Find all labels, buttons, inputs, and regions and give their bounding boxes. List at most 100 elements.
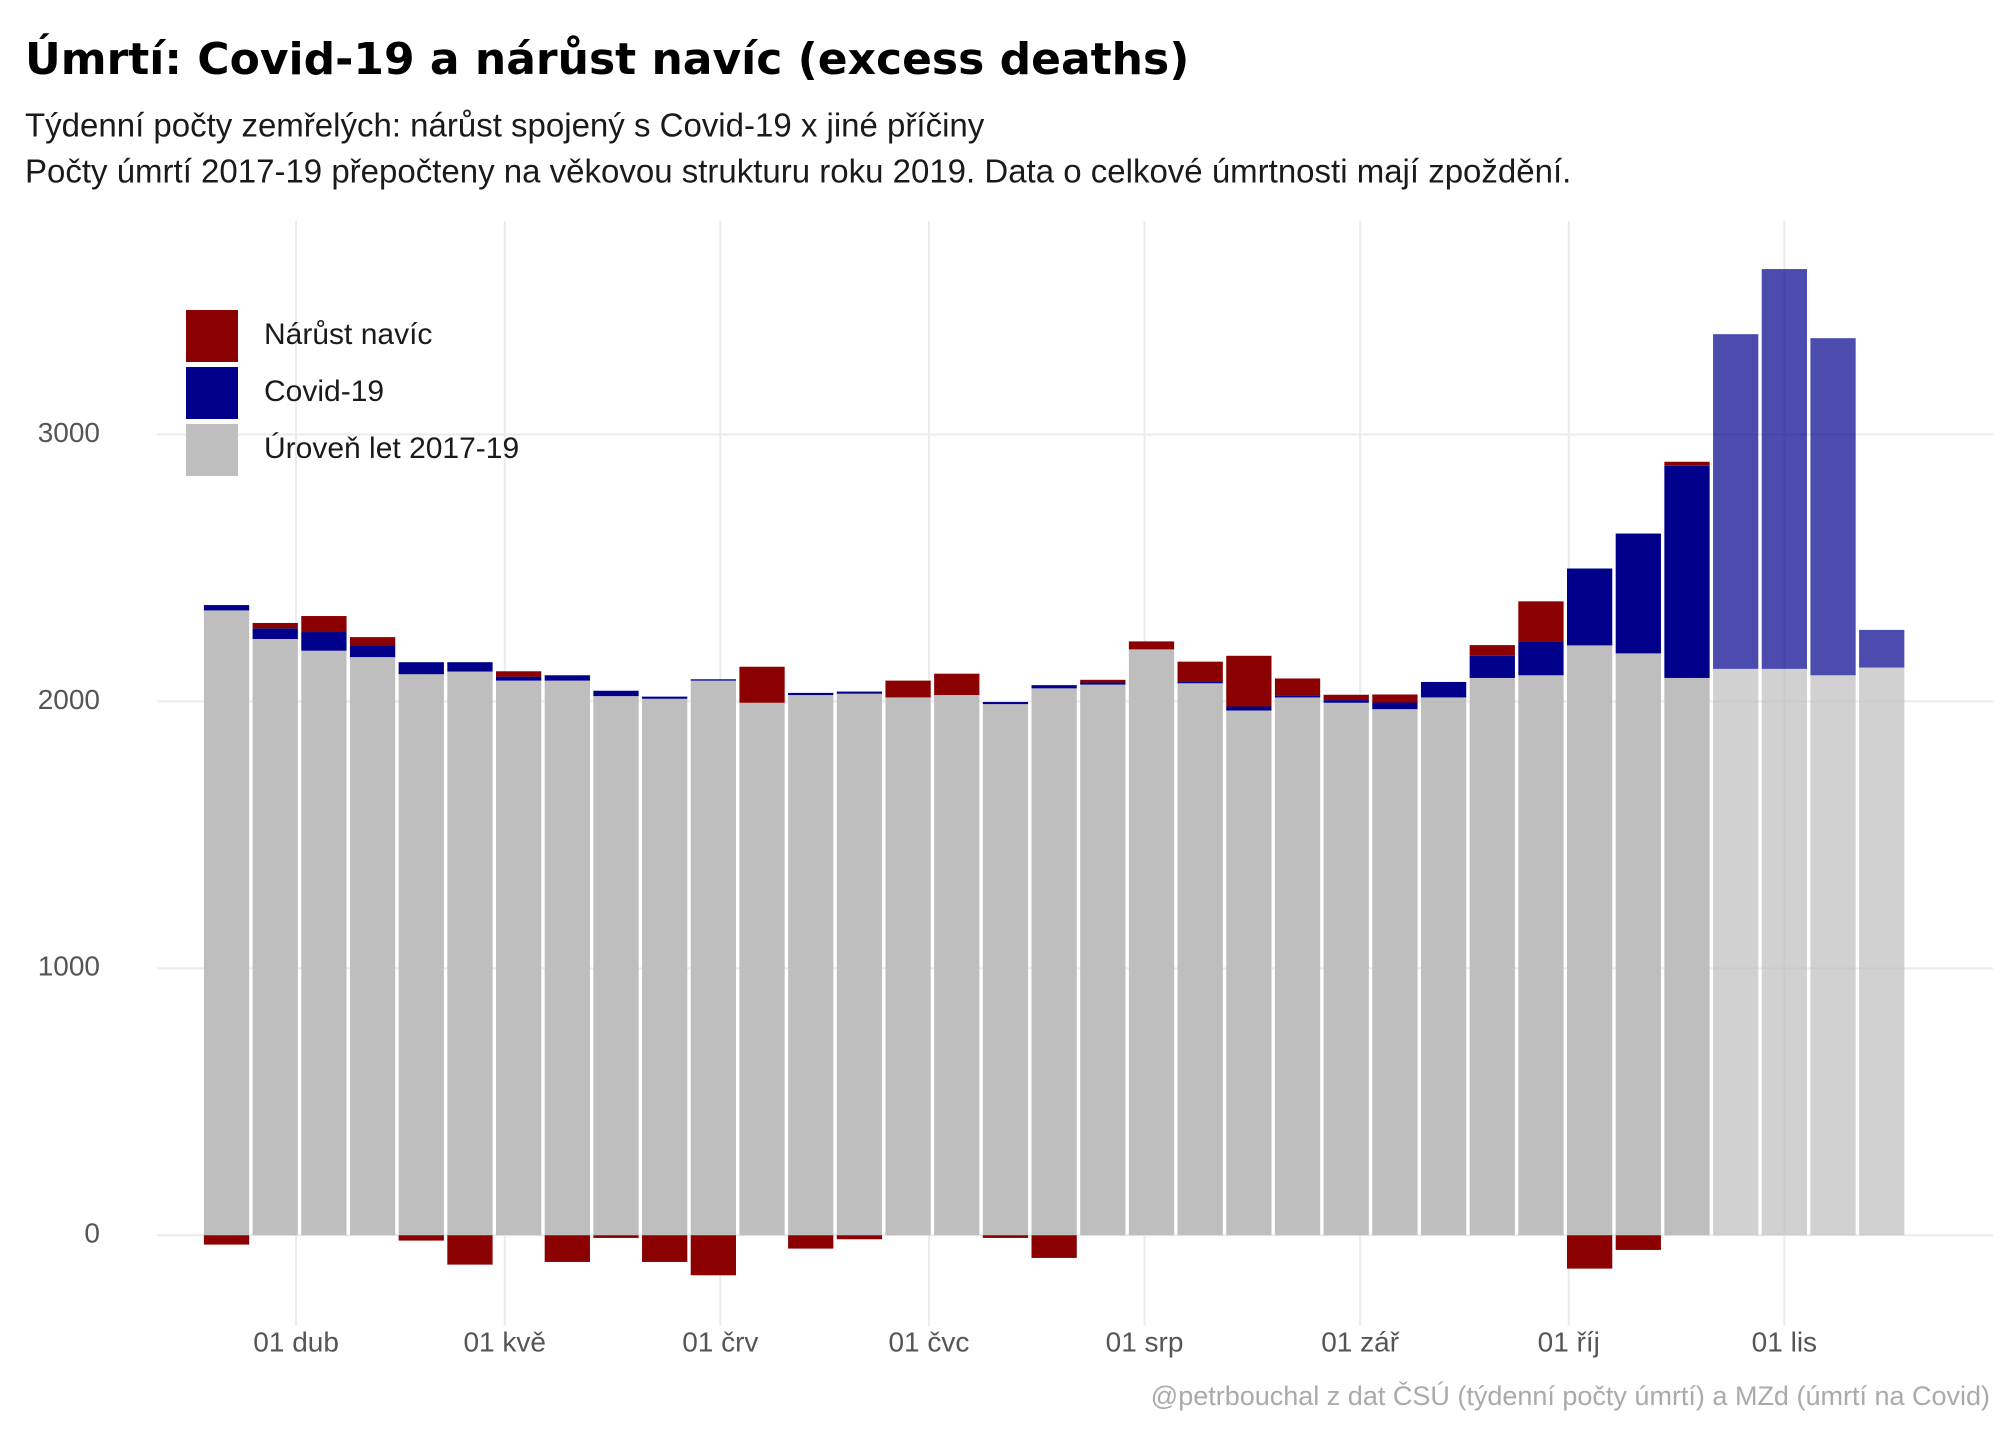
bar-segment xyxy=(1469,677,1515,1236)
bar-segment xyxy=(739,666,785,703)
bar-segment xyxy=(788,1235,834,1249)
bar-segment xyxy=(885,697,931,1236)
bar-segment xyxy=(1323,694,1369,701)
bar-segment xyxy=(1615,653,1661,1236)
bar-segment xyxy=(544,675,590,681)
bar-segment xyxy=(1274,678,1321,696)
bar-segment xyxy=(1761,269,1808,669)
bar-segment xyxy=(1080,679,1126,683)
bar-segment xyxy=(1323,702,1369,1236)
bar-segment xyxy=(1031,685,1077,689)
bar-segment xyxy=(1177,681,1223,684)
bar-segment xyxy=(836,691,883,694)
bar-segment xyxy=(788,692,834,696)
bar-segment xyxy=(690,1235,737,1276)
legend-key xyxy=(186,310,238,362)
x-tick-label: 01 črv xyxy=(682,1326,758,1357)
bar-segment xyxy=(1372,694,1418,703)
bar-segment xyxy=(885,680,931,698)
bar-segment xyxy=(1859,629,1905,668)
y-tick-label: 3000 xyxy=(38,417,100,448)
bar-segment xyxy=(1810,675,1856,1236)
bar-segment xyxy=(739,702,785,1236)
bar-segment xyxy=(1128,641,1175,650)
y-tick-label: 2000 xyxy=(38,684,100,715)
bar-segment xyxy=(301,650,347,1236)
bar-segment xyxy=(593,1235,639,1238)
bar-segment xyxy=(203,605,250,611)
bar-segment xyxy=(398,1235,444,1241)
bar-segment xyxy=(1031,688,1077,1236)
bar-segment xyxy=(1274,695,1321,698)
bar-segment xyxy=(1274,697,1321,1236)
bar-segment xyxy=(1031,1235,1077,1258)
x-tick-label: 01 lis xyxy=(1752,1326,1817,1357)
legend-label: Covid-19 xyxy=(264,375,384,408)
bar-segment xyxy=(1128,649,1175,1236)
bar-segment xyxy=(1615,533,1661,654)
bar-segment xyxy=(1372,702,1418,710)
bar-segment xyxy=(1615,1235,1661,1250)
bar-segment xyxy=(1469,645,1515,656)
bar-segment xyxy=(642,1235,688,1262)
bar-segment xyxy=(1518,601,1564,642)
bar-segment xyxy=(544,1235,590,1262)
bar-segment xyxy=(982,1235,1029,1238)
bar-segment xyxy=(1323,700,1369,703)
bar-segment xyxy=(1810,338,1856,676)
bar-segment xyxy=(544,680,590,1236)
bar-segment xyxy=(1226,710,1272,1236)
bar-segment xyxy=(836,1235,883,1240)
bar-segment xyxy=(1372,709,1418,1236)
bar-segment xyxy=(1226,655,1272,707)
x-tick-label: 01 čvc xyxy=(888,1326,969,1357)
bar-segment xyxy=(1664,465,1710,678)
bar-segment xyxy=(788,695,834,1236)
bar-segment xyxy=(642,698,688,1236)
bar-segment xyxy=(1713,668,1759,1236)
bar-segment xyxy=(1420,681,1467,698)
bar-segment xyxy=(398,662,444,675)
bar-segment xyxy=(1518,675,1564,1236)
bar-segment xyxy=(1080,682,1126,685)
bar-segment xyxy=(447,1235,493,1265)
bar-segment xyxy=(252,628,298,639)
bar-segment xyxy=(1713,334,1759,669)
bar-segment xyxy=(1177,683,1223,1236)
bar-segment xyxy=(1566,645,1613,1236)
bar-segment xyxy=(934,673,980,696)
bar-segment xyxy=(1859,667,1905,1236)
bar-segment xyxy=(495,676,542,681)
bar-segment xyxy=(447,671,493,1236)
bar-segment xyxy=(252,638,298,1236)
bar-segment xyxy=(495,680,542,1236)
bar-segment xyxy=(301,616,347,633)
legend-label: Nárůst navíc xyxy=(264,318,432,351)
bar-segment xyxy=(836,693,883,1236)
bar-segment xyxy=(1566,1235,1613,1269)
bar-segment xyxy=(447,662,493,672)
bar-segment xyxy=(1566,568,1613,646)
bar-segment xyxy=(982,704,1029,1236)
bar-segment xyxy=(1226,706,1272,711)
bar-segment xyxy=(495,671,542,677)
bar-segment xyxy=(1518,641,1564,676)
x-tick-label: 01 kvě xyxy=(463,1326,546,1357)
bar-segment xyxy=(349,645,396,658)
chart-subtitle: Počty úmrtí 2017-19 přepočteny na věkovo… xyxy=(25,153,1571,190)
bar-segment xyxy=(301,632,347,651)
bar-segment xyxy=(1420,697,1467,1236)
y-tick-label: 1000 xyxy=(38,951,100,982)
x-tick-label: 01 dub xyxy=(253,1326,339,1357)
bar-segment xyxy=(1761,668,1808,1236)
bar-segment xyxy=(690,680,737,1236)
bar-segment xyxy=(593,690,639,697)
legend-label: Úroveň let 2017-19 xyxy=(264,432,519,465)
x-tick-label: 01 říj xyxy=(1538,1326,1600,1357)
bar-segment xyxy=(349,657,396,1236)
bar-segment xyxy=(934,695,980,1236)
bar-segment xyxy=(1177,661,1223,682)
bar-segment xyxy=(398,674,444,1236)
bar-segment xyxy=(593,696,639,1236)
x-tick-label: 01 srp xyxy=(1106,1326,1184,1357)
